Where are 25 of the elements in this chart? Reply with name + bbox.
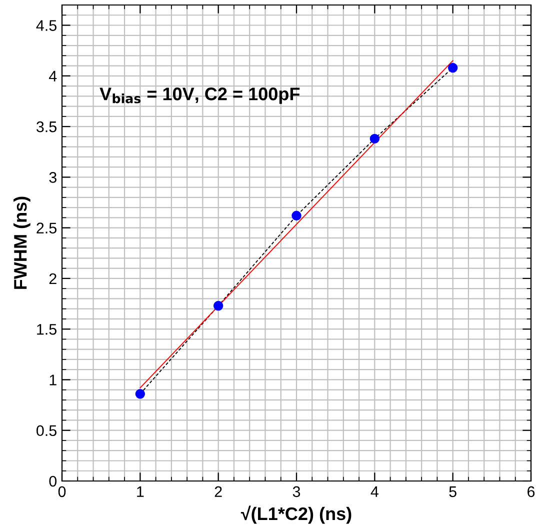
y-tick-label: 0.5 — [36, 425, 56, 436]
x-tick-label: 1 — [137, 486, 144, 497]
y-tick-label: 1.5 — [37, 324, 56, 335]
annotation: V$_{bias}$ = 10V, C2 = 100pF — [100, 88, 300, 104]
x-tick-label: 0 — [58, 486, 66, 498]
y-tick-label: 4 — [48, 70, 57, 82]
point — [448, 62, 458, 73]
y-tick-label: 3 — [49, 172, 56, 183]
y-tick-label: 1 — [50, 374, 56, 386]
x-tick-label: 2 — [214, 486, 222, 497]
point — [213, 300, 224, 311]
x-tick-label: 6 — [528, 486, 535, 498]
x-tick-label: 4 — [370, 486, 378, 497]
y-tick-label: 3.5 — [36, 121, 56, 132]
x-tick-label: 5 — [449, 486, 456, 498]
point — [292, 210, 302, 221]
point — [135, 389, 146, 399]
y-tick-label: 4.5 — [36, 20, 56, 31]
y-axis-title: FWHM (ns) — [14, 196, 30, 289]
y-tick-label: 2.5 — [36, 222, 56, 234]
y-tick-label: 0 — [49, 476, 57, 487]
x-axis-title: √(L1*C2) (ns) — [240, 506, 352, 524]
point — [370, 134, 380, 144]
y-tick-label: 2 — [49, 273, 56, 284]
x-tick-label: 3 — [292, 486, 300, 498]
